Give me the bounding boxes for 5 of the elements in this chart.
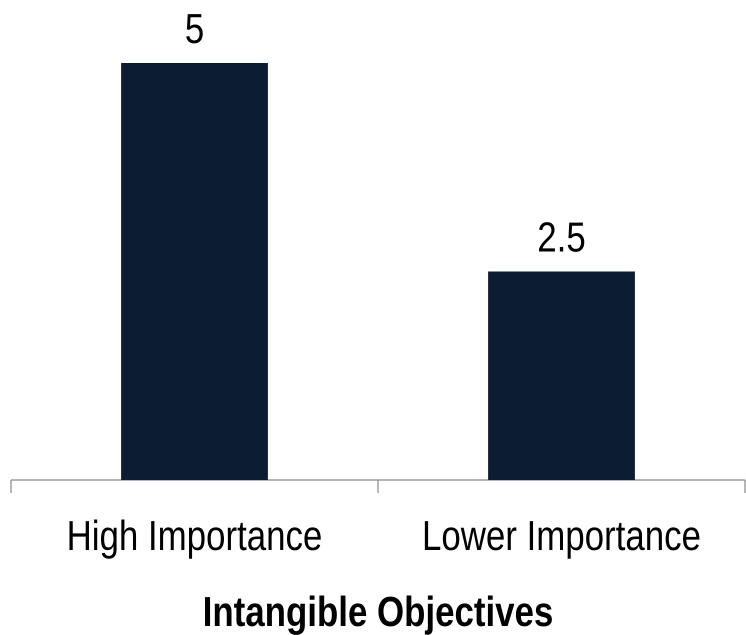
- x-tick-label: Lower Importance: [424, 521, 700, 559]
- x-tick-label: High Importance: [69, 520, 321, 559]
- x-axis-title: Intangible Objectives: [205, 596, 552, 635]
- data-label: 5: [186, 14, 203, 44]
- data-label: 2.5: [539, 222, 584, 252]
